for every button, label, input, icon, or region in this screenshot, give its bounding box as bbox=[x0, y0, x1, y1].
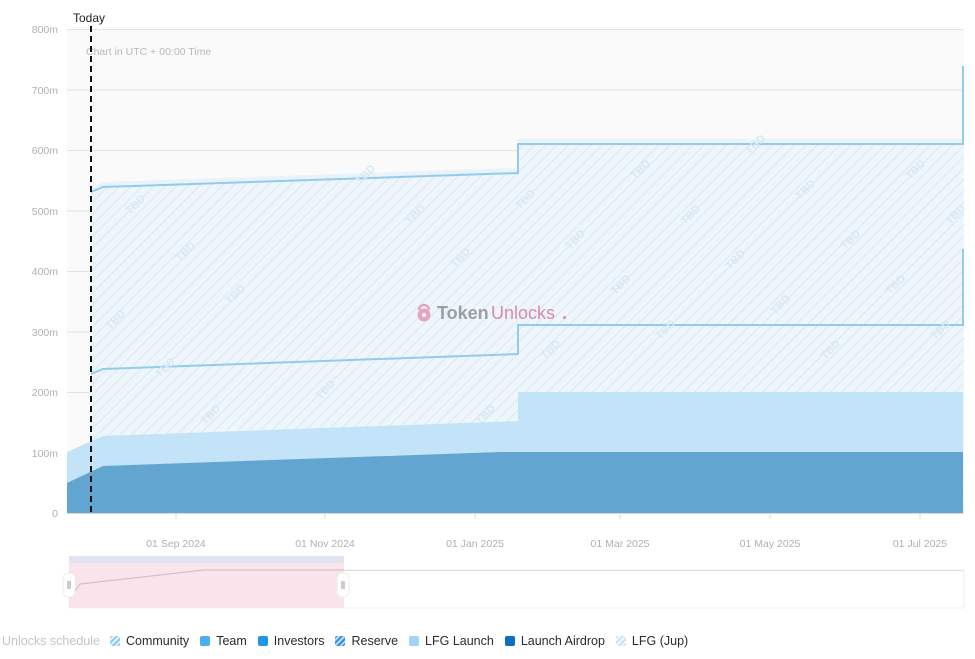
legend-item-community[interactable]: Community bbox=[109, 634, 189, 648]
svg-text:Token: Token bbox=[437, 303, 489, 323]
legend-title: Unlocks schedule bbox=[2, 634, 100, 648]
today-label: Today bbox=[73, 11, 105, 25]
area-launch-airdrop[interactable] bbox=[67, 452, 963, 513]
navigator-handle-left[interactable] bbox=[62, 572, 76, 598]
y-tick: 300m bbox=[32, 327, 59, 339]
legend-item-lfg-jup[interactable]: LFG (Jup) bbox=[615, 634, 688, 648]
legend-item-reserve[interactable]: Reserve bbox=[335, 634, 398, 648]
y-tick: 100m bbox=[32, 448, 59, 460]
solid-swatch-icon bbox=[257, 636, 268, 646]
legend-item-team[interactable]: Team bbox=[200, 634, 247, 648]
x-tick: 01 Mar 2025 bbox=[591, 538, 650, 550]
navigator-scrollbar[interactable] bbox=[69, 556, 344, 563]
area-tbd-upper-edge bbox=[91, 139, 963, 190]
solid-swatch-icon bbox=[409, 636, 420, 646]
legend-item-lfg-launch[interactable]: LFG Launch bbox=[409, 634, 494, 648]
solid-swatch-icon bbox=[200, 636, 211, 646]
solid-swatch-icon bbox=[504, 636, 515, 646]
y-tick: 200m bbox=[32, 387, 59, 399]
y-tick: 700m bbox=[32, 85, 59, 97]
x-tick: 01 Jan 2025 bbox=[446, 538, 504, 550]
x-axis-ticks bbox=[175, 513, 921, 519]
x-tick: 01 Jul 2025 bbox=[893, 538, 947, 550]
y-tick: 800m bbox=[32, 24, 59, 36]
x-axis-labels: 01 Sep 2024 01 Nov 2024 01 Jan 2025 01 M… bbox=[146, 538, 947, 550]
tokenunlocks-watermark: Token Unlocks . bbox=[417, 303, 567, 323]
hatched-swatch-icon bbox=[615, 636, 626, 646]
x-tick: 01 Nov 2024 bbox=[295, 538, 355, 550]
svg-text:.: . bbox=[562, 303, 567, 323]
range-navigator[interactable] bbox=[62, 556, 965, 609]
y-tick: 600m bbox=[32, 145, 59, 157]
lock-icon bbox=[417, 303, 431, 322]
unlocks-chart: TBD TBD TBD TBD TBD TBD TBD TBD TBD TBD … bbox=[32, 11, 968, 609]
x-tick: 01 Sep 2024 bbox=[146, 538, 206, 550]
chart-subtitle: Chart in UTC + 00:00 Time bbox=[86, 46, 211, 58]
navigator-handle-right[interactable] bbox=[336, 572, 350, 598]
line-upper-total bbox=[90, 66, 964, 193]
y-tick: 500m bbox=[32, 206, 59, 218]
y-tick: 0 bbox=[52, 508, 58, 520]
line-mid-total bbox=[90, 249, 964, 375]
x-tick: 01 May 2025 bbox=[740, 538, 801, 550]
legend-item-investors[interactable]: Investors bbox=[257, 634, 324, 648]
hatched-swatch-icon bbox=[335, 636, 346, 646]
legend-item-launch-airdrop[interactable]: Launch Airdrop bbox=[504, 634, 605, 648]
y-tick: 400m bbox=[32, 266, 59, 278]
y-axis: 0 100m 200m 300m 400m 500m 600m 700m 800… bbox=[32, 24, 59, 520]
chart-legend: Unlocks schedule Community Team Investor… bbox=[2, 632, 699, 650]
hatched-swatch-icon bbox=[109, 636, 120, 646]
svg-text:Unlocks: Unlocks bbox=[491, 303, 555, 323]
